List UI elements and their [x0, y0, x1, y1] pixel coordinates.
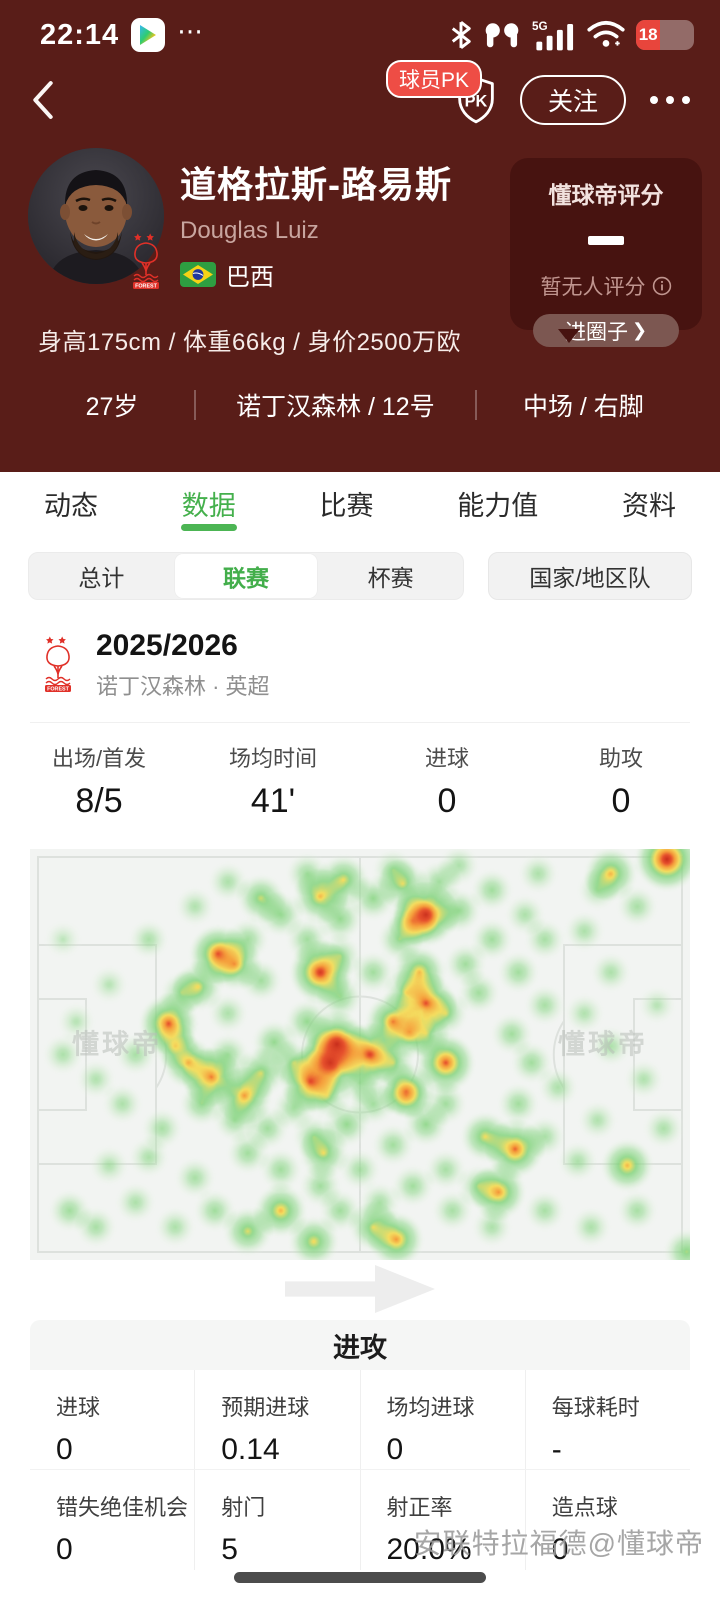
rating-empty-label: 暂无人评分: [540, 276, 646, 299]
notification-overflow-icon: ⋯: [177, 15, 207, 46]
season-year: 2025/2026: [96, 629, 238, 662]
battery-level: 18: [636, 20, 661, 50]
earbuds-icon: [485, 23, 519, 48]
stat-shots-on-target-rate: 射正率 20.0%: [359, 1470, 525, 1570]
segment-cup[interactable]: 杯赛: [367, 565, 414, 591]
home-indicator[interactable]: [234, 1572, 486, 1583]
attack-direction-row: [0, 1264, 720, 1314]
back-icon[interactable]: [30, 80, 56, 120]
rating-title: 懂球帝评分: [548, 182, 664, 208]
club-crest-icon: FOREST: [124, 231, 168, 294]
season-club-league: 诺丁汉森林 · 英超: [96, 674, 270, 699]
player-club-number: 诺丁汉森林 / 12号: [236, 393, 435, 421]
rating-card: 懂球帝评分 暂无人评分 进圈子 ❯: [510, 158, 702, 347]
enter-circle-button[interactable]: 进圈子 ❯: [533, 314, 679, 347]
stat-assists: 助攻 0: [598, 746, 643, 820]
main-tabs: 动态 数据 比赛 能力值 资料: [0, 472, 720, 534]
player-pk-tooltip[interactable]: 球员PK: [385, 60, 482, 98]
cellular-signal-icon: 5G: [532, 20, 574, 51]
status-bar: 22:14 ⋯: [0, 0, 720, 56]
heatmap-watermark: 懂球帝: [558, 1029, 648, 1060]
player-header: FOREST 道格拉斯-路易斯 Douglas Luiz 巴西: [0, 148, 720, 292]
info-icon[interactable]: [652, 276, 672, 296]
tab-ability[interactable]: 能力值: [457, 490, 539, 521]
chevron-right-icon: ❯: [631, 320, 648, 340]
physical-info: 身高175cm / 体重66kg / 身价2500万欧: [38, 329, 461, 356]
brazil-flag-icon: [180, 262, 216, 287]
segment-total[interactable]: 总计: [78, 565, 125, 591]
player-info-row: 27岁 诺丁汉森林 / 12号 中场 / 右脚: [0, 387, 720, 423]
stat-minutes-per-goal: 每球耗时 -: [524, 1370, 690, 1469]
more-menu-icon[interactable]: [650, 96, 690, 104]
play-store-icon: [131, 18, 166, 52]
national-team-button[interactable]: 国家/地区队: [488, 552, 692, 600]
screenshot-watermark: 安联特拉福德@懂球帝: [413, 1528, 704, 1559]
club-crest-icon: FOREST: [38, 634, 78, 697]
season-header[interactable]: FOREST 2025/2026 诺丁汉森林 · 英超: [0, 629, 720, 699]
hero-section: 22:14 ⋯: [0, 0, 720, 472]
wifi-icon: [587, 20, 625, 47]
attack-section: 进攻 进球 0 预期进球 0.14 场均进球 0 每球耗时 -: [30, 1320, 690, 1570]
svg-text:FOREST: FOREST: [47, 686, 70, 691]
stat-goals: 进球 0: [56, 1395, 101, 1466]
player-avatar[interactable]: [28, 148, 164, 284]
season-summary: 出场/首发 8/5 场均时间 41' 进球 0 助攻 0: [0, 723, 720, 833]
network-type-label: 5G: [532, 20, 548, 33]
battery-indicator: 18: [636, 20, 694, 50]
tab-data[interactable]: 数据: [182, 472, 236, 534]
divider: [30, 722, 690, 723]
attack-section-title: 进攻: [30, 1320, 690, 1370]
player-name-en: Douglas Luiz: [180, 217, 319, 244]
nationality-label: 巴西: [226, 264, 274, 291]
stat-big-chances-missed: 错失绝佳机会 0: [56, 1495, 189, 1566]
player-age: 27岁: [85, 393, 139, 421]
player-pk-entry[interactable]: 球员PK PK: [385, 60, 496, 124]
divider: [194, 390, 196, 420]
stat-expected-goals: 预期进球 0.14: [194, 1370, 359, 1469]
rating-value-dash: [588, 236, 624, 245]
competition-filter: 总计 联赛 杯赛 国家/地区队: [28, 552, 692, 600]
stat-avg-minutes: 场均时间 41': [228, 746, 317, 820]
tab-dynamics[interactable]: 动态: [44, 490, 98, 521]
tab-profile[interactable]: 资料: [622, 490, 676, 521]
follow-button[interactable]: 关注: [520, 75, 626, 125]
heatmap-canvas: [30, 849, 690, 1260]
tab-matches[interactable]: 比赛: [319, 490, 374, 521]
stat-shots: 射门 5: [194, 1470, 359, 1570]
svg-text:FOREST: FOREST: [135, 284, 158, 289]
divider: [474, 390, 477, 420]
bluetooth-icon: [451, 21, 471, 49]
player-position-foot: 中场 / 右脚: [522, 393, 644, 421]
heatmap-watermark: 懂球帝: [72, 1029, 162, 1060]
player-heatmap[interactable]: 懂球帝 懂球帝: [30, 849, 690, 1260]
segment-league[interactable]: 联赛: [173, 553, 319, 599]
clock: 22:14: [40, 18, 120, 51]
right-arrow-icon: [285, 1265, 435, 1313]
stat-goals-per-game: 场均进球 0: [359, 1370, 525, 1469]
stat-penalties-won: 造点球 0: [524, 1470, 690, 1570]
segment-group: 总计 联赛 杯赛: [28, 552, 464, 600]
nav-bar: 球员PK PK 关注: [0, 60, 720, 136]
stat-goals: 进球 0: [424, 746, 469, 820]
player-name: 道格拉斯-路易斯: [180, 164, 452, 205]
stat-appearances: 出场/首发 8/5: [51, 746, 147, 820]
